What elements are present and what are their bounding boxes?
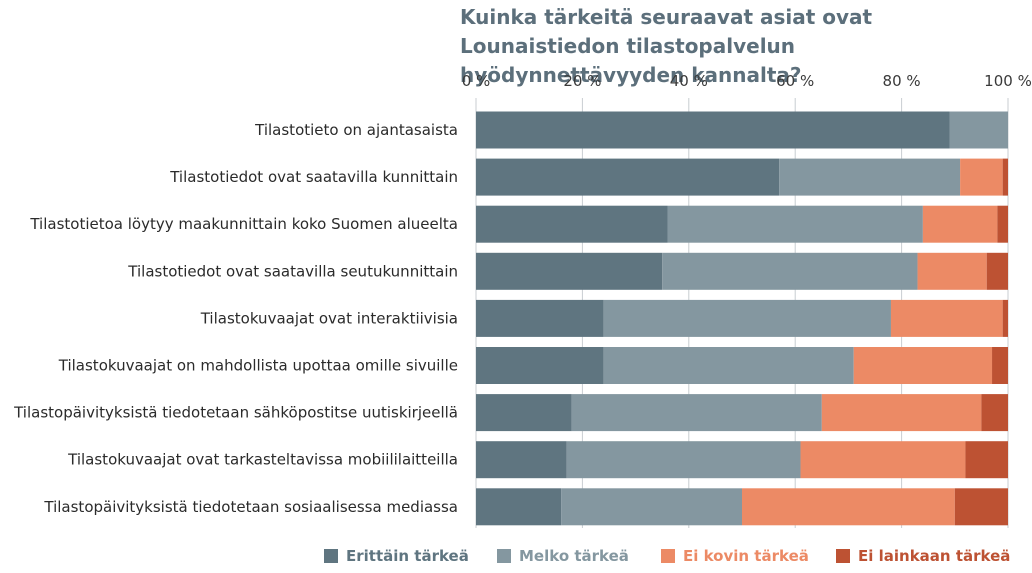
x-tick-label: 100 % <box>984 72 1032 90</box>
bar-segment <box>476 441 567 479</box>
bar-segment <box>965 441 1008 479</box>
bar-segment <box>571 394 822 432</box>
bar-segment <box>922 205 998 243</box>
bar-segment <box>561 488 742 526</box>
legend-label: Ei kovin tärkeä <box>683 547 809 565</box>
category-label: Tilastopäivityksistä tiedotetaan sähköpo… <box>13 404 458 422</box>
legend-swatch <box>497 549 511 563</box>
category-label: Tilastotieto on ajantasaista <box>254 121 458 139</box>
legend: Erittäin tärkeä Melko tärkeä Ei kovin tärk… <box>324 547 1010 565</box>
bar-segment <box>1002 158 1008 196</box>
category-label: Tilastokuvaajat on mahdollista upottaa o… <box>58 357 458 375</box>
bar-segment <box>476 299 604 337</box>
bars <box>476 111 1008 526</box>
legend-label: Ei lainkaan tärkeä <box>858 547 1010 565</box>
legend-label: Erittäin tärkeä <box>346 547 469 565</box>
legend-label: Melko tärkeä <box>519 547 629 565</box>
x-tick-label: 80 % <box>883 72 921 90</box>
bar-segment <box>742 488 955 526</box>
bar-segment <box>917 252 987 290</box>
bar-segment <box>779 158 961 196</box>
category-label: Tilastotiedot ovat saatavilla kunnittain <box>169 168 458 186</box>
category-label: Tilastotietoa löytyy maakunnittain koko … <box>29 215 458 233</box>
category-label: Tilastokuvaajat ovat tarkasteltavissa mo… <box>67 451 458 469</box>
category-label: Tilastopäivityksistä tiedotetaan sosiaal… <box>43 498 458 516</box>
chart-title: Kuinka tärkeitä seuraavat asiat ovat Lou… <box>460 5 873 87</box>
bar-segment <box>997 205 1008 243</box>
bar-segment <box>476 158 780 196</box>
category-label: Tilastotiedot ovat saatavilla seutukunni… <box>127 262 458 280</box>
bar-segment <box>954 488 1008 526</box>
bar-segment <box>476 205 668 243</box>
bar-segment <box>949 111 1008 149</box>
bar-segment <box>981 394 1008 432</box>
bar-segment <box>890 299 1003 337</box>
bar-segment <box>603 299 891 337</box>
bar-segment <box>821 394 982 432</box>
x-tick-label: 60 % <box>776 72 814 90</box>
x-tick-label: 0 % <box>462 72 491 90</box>
x-tick-label: 40 % <box>670 72 708 90</box>
bar-segment <box>1002 299 1008 337</box>
legend-swatch <box>324 549 338 563</box>
bar-segment <box>986 252 1008 290</box>
bar-segment <box>662 252 918 290</box>
bar-segment <box>476 111 950 149</box>
bar-segment <box>476 488 562 526</box>
bar-segment <box>476 252 663 290</box>
bar-segment <box>476 347 604 384</box>
bar-segment <box>476 394 572 432</box>
legend-swatch <box>661 549 675 563</box>
legend-swatch <box>836 549 850 563</box>
bar-segment <box>960 158 1003 196</box>
category-labels: Tilastotieto on ajantasaista Tilastotiedo… <box>13 121 458 516</box>
bar-segment <box>853 347 993 384</box>
bar-segment <box>566 441 801 479</box>
category-label: Tilastokuvaajat ovat interaktiivisia <box>200 309 458 327</box>
bar-segment <box>667 205 923 243</box>
bar-segment <box>603 347 854 384</box>
x-axis-ticks: 0 % 20 % 40 % 60 % 80 % 100 % <box>462 72 1032 90</box>
bar-segment <box>992 347 1008 384</box>
x-tick-label: 20 % <box>563 72 601 90</box>
bar-segment <box>800 441 966 479</box>
